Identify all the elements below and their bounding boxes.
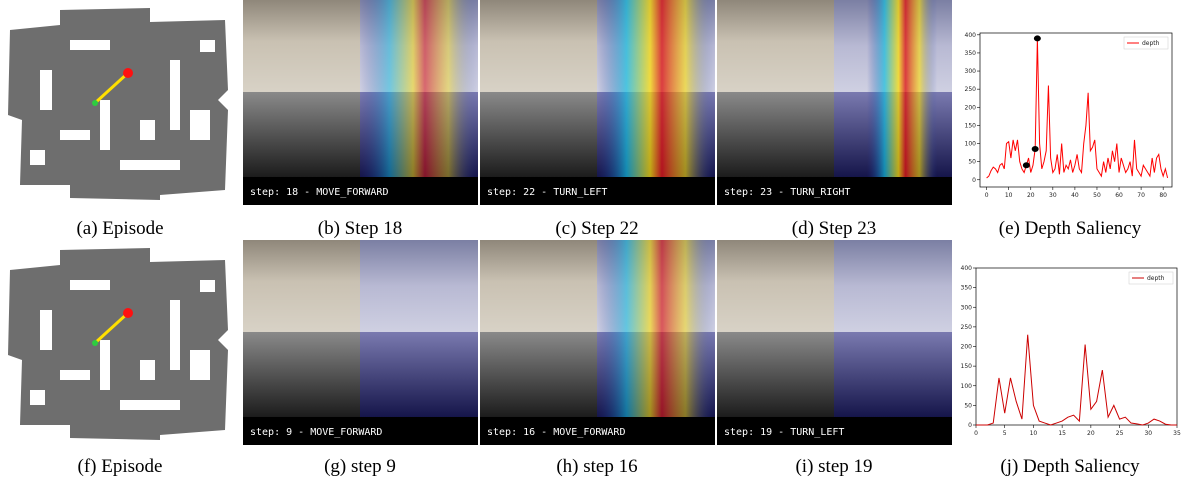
y-tick-label: 200	[965, 104, 977, 111]
data-line	[976, 335, 1177, 425]
frame	[243, 0, 478, 205]
x-tick-label: 25	[1116, 430, 1124, 437]
episode-map	[8, 8, 228, 200]
frame	[717, 0, 952, 205]
x-tick-label: 40	[1071, 192, 1079, 199]
plot-frame	[980, 33, 1172, 187]
x-tick-label: 20	[1027, 192, 1035, 199]
caption: (c) Step 22	[555, 218, 638, 239]
frame-label: step: 18 - MOVE_FORWARD	[250, 187, 388, 198]
y-tick-label: 0	[972, 177, 976, 184]
frame-label: step: 19 - TURN_LEFT	[724, 427, 844, 438]
legend-label: depth	[1142, 40, 1160, 47]
caption: (h) step 16	[556, 456, 637, 477]
caption: (b) Step 18	[318, 218, 402, 239]
caption: (g) step 9	[324, 456, 396, 477]
caption: (d) Step 23	[792, 218, 876, 239]
highlight-point	[1023, 162, 1030, 168]
frame	[717, 240, 952, 445]
frame-label: step: 16 - MOVE_FORWARD	[487, 427, 625, 438]
y-tick-label: 250	[965, 86, 977, 93]
frame-label: step: 23 - TURN_RIGHT	[724, 187, 850, 198]
data-line	[987, 38, 1168, 178]
x-tick-label: 35	[1173, 430, 1181, 437]
caption: (a) Episode	[76, 218, 163, 239]
x-tick-label: 15	[1058, 430, 1066, 437]
y-tick-label: 400	[961, 265, 973, 272]
caption: (f) Episode	[78, 456, 163, 477]
x-tick-label: 10	[1005, 192, 1013, 199]
y-tick-label: 250	[961, 324, 973, 331]
highlight-point	[1032, 146, 1039, 152]
y-tick-label: 350	[965, 50, 977, 57]
x-tick-label: 50	[1093, 192, 1101, 199]
frame-label: step: 9 - MOVE_FORWARD	[250, 427, 382, 438]
episode-map	[8, 248, 228, 440]
frame-label: step: 22 - TURN_LEFT	[487, 187, 607, 198]
y-tick-label: 100	[965, 141, 977, 148]
y-tick-label: 150	[961, 363, 973, 370]
frame	[480, 240, 715, 445]
x-tick-label: 70	[1137, 192, 1145, 199]
y-tick-label: 0	[968, 422, 972, 429]
frame	[480, 0, 715, 205]
x-tick-label: 20	[1087, 430, 1095, 437]
x-tick-label: 0	[974, 430, 978, 437]
highlight-point	[1034, 35, 1041, 41]
y-tick-label: 100	[961, 383, 973, 390]
caption: (j) Depth Saliency	[1000, 456, 1140, 477]
x-tick-label: 5	[1003, 430, 1007, 437]
x-tick-label: 30	[1049, 192, 1057, 199]
x-tick-label: 10	[1030, 430, 1038, 437]
x-tick-label: 0	[985, 192, 989, 199]
caption: (e) Depth Saliency	[999, 218, 1142, 239]
y-tick-label: 200	[961, 344, 973, 351]
legend-label: depth	[1147, 275, 1165, 282]
x-tick-label: 80	[1159, 192, 1167, 199]
y-tick-label: 400	[965, 32, 977, 39]
y-tick-label: 50	[964, 402, 972, 409]
y-tick-label: 300	[961, 304, 973, 311]
x-tick-label: 60	[1115, 192, 1123, 199]
y-tick-label: 300	[965, 68, 977, 75]
y-tick-label: 350	[961, 285, 973, 292]
frame	[243, 240, 478, 445]
caption: (i) step 19	[795, 456, 872, 477]
figure: (a) Episode (b) Step 18 (c) Step 22 (d) …	[0, 0, 1182, 480]
x-tick-label: 30	[1144, 430, 1152, 437]
y-tick-label: 50	[968, 159, 976, 166]
y-tick-label: 150	[965, 122, 977, 129]
